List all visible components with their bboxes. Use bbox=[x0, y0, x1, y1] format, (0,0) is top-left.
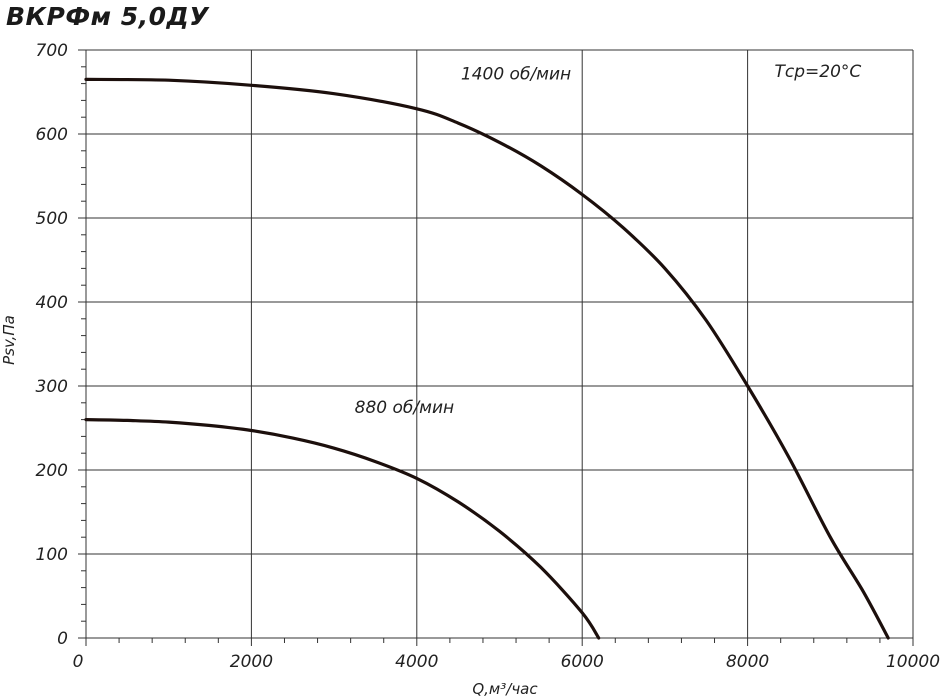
annotations: 1400 об/мин 880 об/мин Tср=20°С bbox=[355, 62, 862, 418]
curve-series-1 bbox=[84, 418, 601, 640]
y-tick-label: 0 bbox=[57, 629, 68, 649]
minor-ticks bbox=[78, 49, 914, 646]
x-tick-label: 2000 bbox=[230, 652, 273, 672]
x-tick-labels: 0 2000 4000 6000 8000 10000 bbox=[73, 652, 940, 672]
grid-lines bbox=[85, 49, 914, 639]
y-tick-label: 200 bbox=[36, 461, 68, 481]
x-tick-label: 10000 bbox=[886, 652, 940, 672]
y-tick-label: 100 bbox=[36, 545, 68, 565]
y-tick-label: 500 bbox=[36, 209, 68, 229]
chart-title: ВКРФм 5,0ДУ bbox=[6, 2, 210, 31]
annotation-label: 1400 об/мин bbox=[461, 64, 571, 84]
x-tick-label: 8000 bbox=[726, 652, 769, 672]
y-tick-labels: 0 100 200 300 400 500 600 700 bbox=[36, 41, 68, 649]
y-axis-label: Psv,Па bbox=[0, 315, 18, 365]
y-tick-label: 600 bbox=[36, 125, 68, 145]
x-tick-label: 0 bbox=[73, 652, 84, 672]
curve-series-0 bbox=[84, 77, 890, 640]
y-tick-label: 300 bbox=[36, 377, 68, 397]
x-axis-label: Q,м³/час bbox=[472, 680, 538, 698]
annotation-label: 880 об/мин bbox=[355, 398, 454, 418]
y-tick-label: 700 bbox=[36, 41, 68, 61]
x-tick-label: 4000 bbox=[395, 652, 438, 672]
annotation-label: Tср=20°С bbox=[775, 62, 862, 82]
curves bbox=[84, 77, 890, 640]
x-tick-label: 6000 bbox=[561, 652, 604, 672]
y-tick-label: 400 bbox=[36, 293, 68, 313]
